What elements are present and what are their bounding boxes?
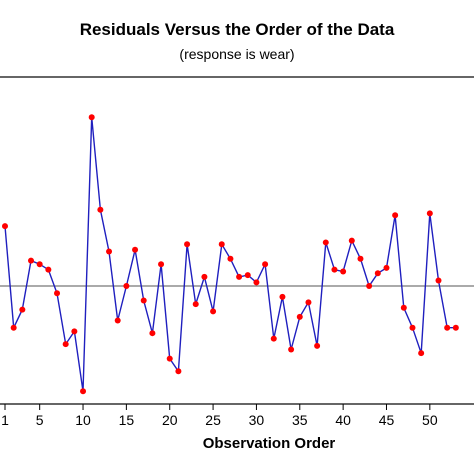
chart-title: Residuals Versus the Order of the Data (79, 20, 395, 39)
data-point (392, 212, 399, 219)
data-point (114, 317, 121, 324)
x-axis-title: Observation Order (203, 435, 336, 452)
x-tick-label: 50 (422, 412, 438, 428)
data-point (123, 283, 130, 289)
data-point (175, 368, 182, 375)
x-tick-label: 30 (249, 412, 265, 428)
data-point (314, 342, 321, 349)
data-point (2, 223, 8, 230)
data-point (340, 268, 347, 275)
data-point (452, 324, 459, 331)
data-point (279, 293, 286, 300)
data-point (54, 290, 61, 297)
data-point (270, 335, 277, 342)
data-point (296, 313, 303, 320)
data-point (253, 279, 260, 286)
x-tick-label: 35 (292, 412, 308, 428)
data-point (132, 246, 139, 253)
data-point (218, 241, 225, 248)
data-point (418, 350, 425, 357)
data-point (305, 299, 312, 306)
data-point (88, 114, 95, 121)
data-point (236, 273, 243, 280)
data-point (288, 346, 295, 353)
plot-frame (0, 76, 474, 405)
data-point (10, 324, 17, 331)
data-point (140, 297, 147, 304)
x-tick-label: 20 (162, 412, 178, 428)
data-point (426, 210, 433, 217)
x-tick-label: 15 (119, 412, 135, 428)
data-point (192, 301, 199, 308)
data-point (366, 283, 373, 289)
data-point (348, 237, 355, 244)
x-tick-label: 5 (36, 412, 44, 428)
data-point (374, 270, 381, 277)
x-tick-label: 25 (205, 412, 221, 428)
data-point (201, 273, 208, 280)
x-tick-label: 45 (379, 412, 395, 428)
data-point (80, 388, 87, 395)
data-point (409, 324, 416, 331)
x-tick-label: 1 (1, 412, 9, 428)
data-point (210, 308, 217, 315)
data-point (331, 266, 338, 273)
data-point (45, 266, 52, 273)
data-point (322, 239, 329, 246)
series-line (4, 117, 456, 392)
x-tick-label: 40 (335, 412, 351, 428)
data-point (97, 206, 104, 213)
data-point (184, 241, 191, 248)
data-point (444, 324, 451, 331)
data-point (244, 272, 251, 279)
data-point (28, 257, 35, 264)
data-point (357, 255, 364, 262)
data-point (106, 248, 113, 255)
x-tick-label: 10 (75, 412, 91, 428)
data-point (383, 264, 390, 271)
data-point (149, 330, 156, 337)
data-point (166, 355, 173, 362)
data-point (400, 304, 407, 311)
data-point (62, 341, 69, 348)
data-point (435, 277, 442, 284)
data-point (71, 328, 78, 335)
chart-subtitle: (response is wear) (179, 46, 295, 62)
data-point (227, 255, 234, 262)
data-point (262, 261, 269, 268)
data-point (19, 306, 26, 313)
data-point (158, 261, 165, 268)
data-point (36, 261, 43, 268)
